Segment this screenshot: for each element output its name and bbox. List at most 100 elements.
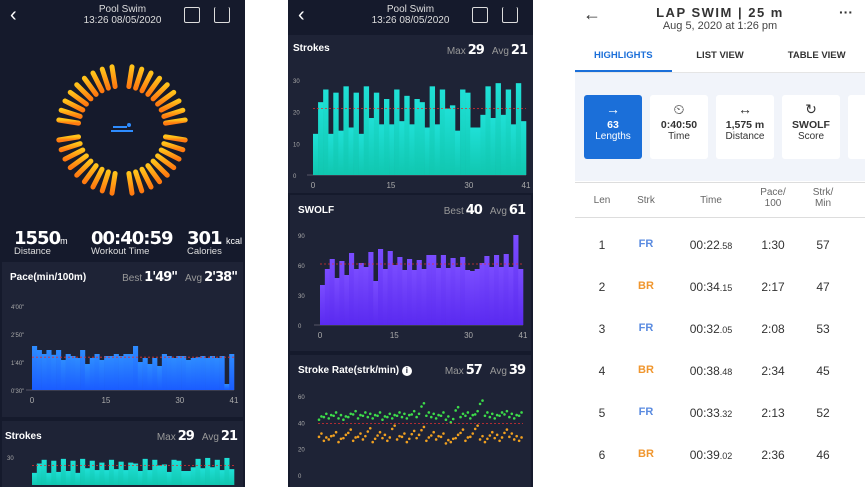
edit-icon[interactable] (184, 7, 200, 23)
spm-cell: 45 (816, 364, 830, 378)
x-tick-label: 0 (311, 181, 316, 190)
point (425, 414, 428, 418)
back-icon[interactable]: ‹ (10, 4, 17, 26)
bar (108, 356, 115, 390)
tile-lengths[interactable]: → 63 Lengths (584, 95, 642, 159)
bar (508, 267, 514, 325)
table-row[interactable]: 4 BR 00:38.48 2:34 45 (575, 352, 865, 394)
bar (229, 469, 235, 485)
tile-distance[interactable]: ↔ 1,575 m Distance (716, 95, 774, 159)
bar (343, 86, 349, 175)
x-tick-label: 30 (464, 331, 473, 340)
tile-value: 63 (607, 119, 619, 131)
bar (137, 471, 143, 485)
point (500, 411, 504, 414)
bar (318, 102, 324, 175)
ring-segment (62, 98, 86, 113)
y-tick-label: 30 (293, 79, 300, 85)
tab-list-view[interactable]: LIST VIEW (696, 50, 744, 61)
back-icon[interactable]: ‹ (298, 4, 305, 26)
point (420, 405, 423, 408)
bar (368, 252, 374, 325)
bar (113, 469, 119, 485)
bar (495, 83, 501, 175)
point (493, 436, 497, 440)
bar (500, 114, 507, 175)
pace-title: Pace(min/100m) (10, 272, 87, 283)
share-icon[interactable] (214, 7, 230, 23)
bar (70, 460, 76, 485)
bar (176, 460, 182, 485)
bar (328, 133, 334, 175)
x-tick-label: 30 (464, 181, 473, 190)
point (383, 415, 387, 418)
tile-score[interactable]: ↻ SWOLF Score (782, 95, 840, 159)
bar (214, 459, 220, 485)
point (398, 434, 401, 438)
x-tick-label: 0 (30, 396, 35, 405)
bar (510, 124, 517, 175)
bar (334, 278, 340, 325)
point (361, 414, 365, 418)
back-arrow-icon[interactable]: ← (583, 4, 601, 24)
bar (397, 257, 403, 325)
bar (99, 462, 105, 485)
ring-segment (155, 89, 177, 107)
point (386, 415, 389, 419)
tile-value: 0:40:50 (660, 119, 698, 131)
tab-table-view[interactable]: TABLE VIEW (787, 50, 846, 61)
y-tick-label: 0 (293, 174, 297, 180)
point (461, 412, 465, 416)
point (510, 412, 514, 416)
bar (123, 354, 129, 390)
point (432, 430, 436, 434)
point (337, 440, 340, 444)
calories-stat: 301 kcal Calories (187, 228, 243, 257)
table-row[interactable]: 3 FR 00:32.05 2:08 53 (575, 310, 865, 352)
table-row[interactable]: 6 BR 00:39.02 2:36 46 (575, 436, 865, 476)
tile-time[interactable]: ⏲ 0:40:50 Time (650, 95, 708, 159)
bar (60, 458, 66, 485)
point (481, 434, 484, 438)
ring-segment (56, 117, 82, 126)
column-header: Pace/ 100 (760, 187, 786, 209)
time-cell: 00:32.05 (689, 322, 733, 336)
y-tick-label: 1'40" (11, 361, 24, 367)
info-icon[interactable]: i (401, 366, 412, 376)
point (337, 417, 340, 420)
tile-c[interactable]: C (848, 95, 865, 159)
bar (75, 472, 81, 485)
y-tick-label: 60 (298, 264, 305, 270)
bar (157, 465, 163, 485)
bar (411, 270, 417, 325)
y-tick-label: 4'00" (11, 305, 24, 311)
point (508, 435, 511, 439)
bar (474, 269, 480, 325)
point (403, 412, 406, 416)
bar (137, 362, 143, 390)
point (415, 415, 418, 419)
spm-cell: 57 (816, 238, 830, 252)
point (488, 434, 492, 437)
bar (51, 460, 57, 485)
ring-segment (155, 153, 177, 171)
tile-value: SWOLF (792, 119, 830, 131)
point (434, 417, 438, 420)
activity-ring (55, 63, 189, 197)
bar (195, 458, 201, 485)
point (456, 405, 460, 409)
bar (470, 127, 476, 175)
lap-swim-screen: ← ··· LAP SWIM | 25 m Aug 5, 2020 at 1:2… (575, 0, 865, 487)
point (422, 425, 426, 429)
tab-highlights[interactable]: HIGHLIGHTS (575, 42, 672, 72)
table-row[interactable]: 5 FR 00:33.32 2:13 52 (575, 394, 865, 436)
table-row[interactable]: 2 BR 00:34.15 2:17 47 (575, 268, 865, 310)
edit-icon[interactable] (472, 7, 488, 23)
bar (431, 255, 437, 325)
more-icon[interactable]: ··· (839, 4, 853, 20)
table-row[interactable]: 1 FR 00:22.58 1:30 57 (575, 226, 865, 268)
bar (56, 350, 62, 390)
tile-label: Lengths (595, 131, 631, 142)
strokes-card: Strokes Max 29 Avg 21 0 10 20 30 0 15 30 41 (288, 35, 533, 193)
share-icon[interactable] (502, 7, 518, 23)
